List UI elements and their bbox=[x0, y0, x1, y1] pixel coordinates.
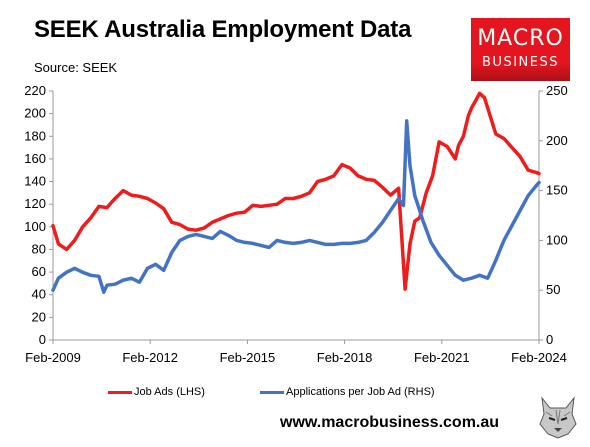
left-y-tick-label: 120 bbox=[24, 196, 46, 211]
legend-label-applications: Applications per Job Ad (RHS) bbox=[286, 386, 435, 398]
right-y-tick-label: 50 bbox=[546, 282, 560, 297]
wolf-mascot-icon bbox=[539, 396, 577, 439]
x-tick-label: Feb-2021 bbox=[414, 350, 470, 365]
left-y-tick-label: 40 bbox=[32, 287, 46, 302]
left-y-tick-label: 60 bbox=[32, 264, 46, 279]
chart-axes bbox=[49, 90, 543, 344]
chart-tick-labels: 0 20 40 60 80 100 120 140 160 180 200 220 0 50 100 150 2… bbox=[24, 83, 567, 365]
legend-item-job-ads: Job Ads (LHS) bbox=[108, 382, 205, 402]
x-tick-label: Feb-2012 bbox=[122, 350, 178, 365]
logo-line-2: BUSINESS bbox=[482, 55, 559, 70]
macrobusiness-logo: MACRO BUSINESS bbox=[471, 18, 570, 81]
chart-legend: Job Ads (LHS) Applications per Job Ad (R… bbox=[0, 382, 590, 402]
left-y-tick-label: 80 bbox=[32, 241, 46, 256]
left-y-tick-label: 220 bbox=[24, 83, 46, 98]
right-y-tick-label: 0 bbox=[546, 332, 553, 347]
x-tick-label: Feb-2015 bbox=[220, 350, 276, 365]
right-y-tick-label: 200 bbox=[546, 133, 568, 148]
logo-shadow bbox=[471, 63, 570, 81]
x-tick-label: Feb-2009 bbox=[25, 350, 81, 365]
left-y-tick-label: 100 bbox=[24, 219, 46, 234]
legend-swatch-applications bbox=[260, 390, 284, 394]
chart-series bbox=[51, 91, 541, 294]
legend-item-applications: Applications per Job Ad (RHS) bbox=[260, 382, 435, 402]
left-y-tick-label: 180 bbox=[24, 128, 46, 143]
footer-website-url: www.macrobusiness.com.au bbox=[280, 414, 500, 431]
legend-swatch-job-ads bbox=[108, 390, 132, 394]
page-title: SEEK Australia Employment Data bbox=[34, 16, 412, 43]
logo-line-1: MACRO bbox=[477, 26, 564, 51]
series-line-job-ads bbox=[51, 91, 541, 291]
left-y-tick-label: 0 bbox=[39, 332, 46, 347]
left-y-tick-label: 160 bbox=[24, 151, 46, 166]
x-tick-label: Feb-2018 bbox=[317, 350, 373, 365]
left-y-tick-label: 20 bbox=[32, 309, 46, 324]
legend-label-job-ads: Job Ads (LHS) bbox=[134, 386, 205, 398]
right-y-tick-label: 250 bbox=[546, 83, 568, 98]
source-note: Source: SEEK bbox=[34, 60, 118, 75]
left-y-tick-label: 140 bbox=[24, 174, 46, 189]
right-y-tick-label: 100 bbox=[546, 232, 568, 247]
right-y-tick-label: 150 bbox=[546, 183, 568, 198]
left-y-tick-label: 200 bbox=[24, 106, 46, 121]
series-line-applications bbox=[51, 119, 541, 294]
x-tick-label: Feb-2024 bbox=[511, 350, 567, 365]
